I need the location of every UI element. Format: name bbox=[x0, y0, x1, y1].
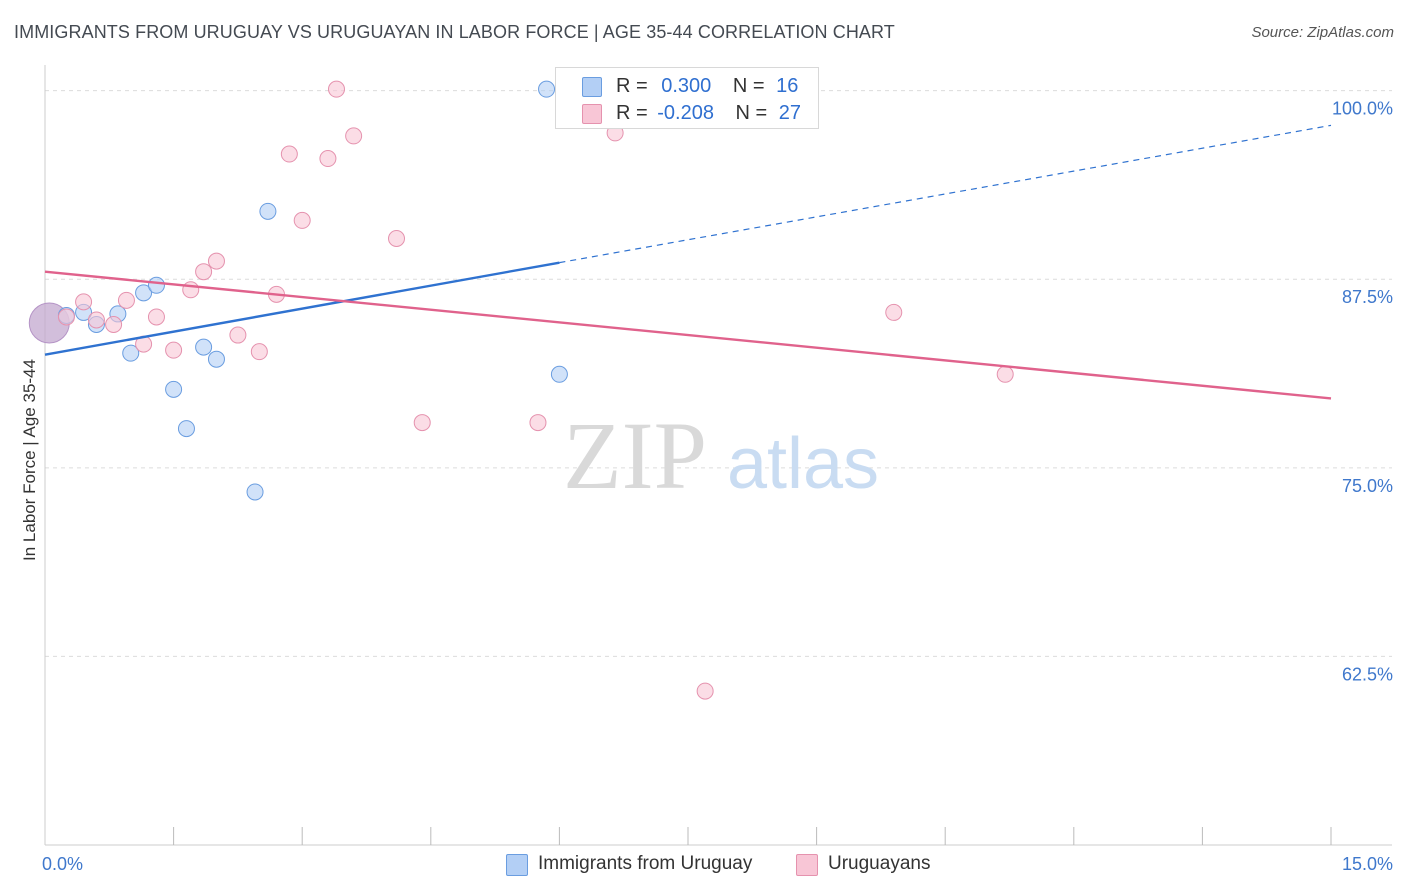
data-point-uruguayans bbox=[280, 145, 298, 163]
data-point-immigrants bbox=[207, 350, 225, 368]
data-point-uruguayans bbox=[250, 343, 268, 361]
tick-label-layer: 100.0% 87.5% 75.0% 62.5% 0.0% 15.0% bbox=[42, 99, 1393, 874]
watermark-layer: ZIP atlas bbox=[563, 402, 879, 509]
data-point-uruguayans bbox=[117, 291, 135, 309]
data-point-uruguayans bbox=[413, 414, 431, 432]
legend-swatch-blue bbox=[582, 77, 602, 97]
data-point-uruguayans bbox=[229, 326, 247, 344]
data-point-uruguayans bbox=[996, 365, 1014, 383]
data-point-uruguayans bbox=[388, 230, 406, 248]
data-point-uruguayans bbox=[195, 263, 213, 281]
legend-swatch-pink bbox=[582, 104, 602, 124]
data-point-uruguayans bbox=[87, 311, 105, 329]
data-point-uruguayans bbox=[57, 308, 75, 326]
legend-r-label: R = bbox=[616, 75, 648, 97]
legend-label: Uruguayans bbox=[828, 853, 931, 874]
data-point-uruguayans bbox=[696, 682, 714, 700]
y-tick-label: 75.0% bbox=[1342, 476, 1393, 496]
axis-layer bbox=[44, 65, 1392, 846]
data-point-uruguayans bbox=[182, 281, 200, 299]
legend-swatch-pink bbox=[796, 854, 818, 876]
data-point-immigrants bbox=[195, 338, 213, 356]
data-point-uruguayans bbox=[75, 293, 93, 311]
y-axis-label: In Labor Force | Age 35-44 bbox=[20, 359, 39, 561]
legend-n-value: 16 bbox=[776, 75, 799, 97]
data-point-immigrants bbox=[177, 420, 195, 438]
legend-r-value: 0.300 bbox=[661, 75, 712, 97]
chart-source: Source: ZipAtlas.com bbox=[1251, 24, 1394, 41]
data-point-immigrants bbox=[165, 380, 183, 398]
y-tick-label: 100.0% bbox=[1332, 99, 1393, 119]
watermark-atlas: atlas bbox=[727, 424, 879, 504]
legend-r-label: R = bbox=[616, 102, 648, 124]
data-point-uruguayans bbox=[207, 252, 225, 270]
data-point-uruguayans bbox=[105, 315, 123, 333]
data-point-immigrants bbox=[550, 365, 568, 383]
legend-n-label: N = bbox=[735, 102, 768, 124]
data-point-uruguayans bbox=[327, 80, 345, 98]
legend-n-value: 27 bbox=[778, 102, 802, 124]
data-point-uruguayans bbox=[885, 303, 903, 321]
data-point-uruguayans bbox=[293, 211, 311, 229]
trend-line-uruguayans bbox=[44, 270, 1332, 400]
data-point-immigrants bbox=[122, 344, 140, 362]
trend-line-immigrants bbox=[44, 261, 560, 356]
y-tick-label: 62.5% bbox=[1342, 664, 1393, 684]
data-point-immigrants bbox=[147, 276, 165, 294]
x-tick-label: 15.0% bbox=[1342, 854, 1393, 874]
y-tick-label: 87.5% bbox=[1342, 287, 1393, 307]
x-tick-label: 0.0% bbox=[42, 854, 83, 874]
series-legend: Immigrants from Uruguay Uruguayans bbox=[0, 852, 1406, 878]
data-point-uruguayans bbox=[165, 341, 183, 359]
data-point-uruguayans bbox=[147, 308, 165, 326]
data-point-immigrants bbox=[135, 284, 153, 302]
data-point-uruguayans bbox=[345, 127, 363, 145]
legend-label: Immigrants from Uruguay bbox=[538, 853, 753, 874]
legend-n-label: N = bbox=[732, 75, 765, 97]
grid-layer bbox=[45, 90, 1392, 657]
data-point-immigrants bbox=[538, 80, 556, 98]
legend-r-value: -0.208 bbox=[657, 102, 714, 124]
data-point-uruguayans bbox=[319, 150, 337, 168]
trend-line-immigrants-extension bbox=[559, 124, 1332, 264]
data-point-immigrants bbox=[246, 483, 264, 501]
watermark-zip: ZIP bbox=[563, 402, 707, 509]
points-layer bbox=[28, 80, 1014, 700]
data-point-uruguayans bbox=[529, 414, 547, 432]
legend-swatch-blue bbox=[506, 854, 528, 876]
data-point-immigrants bbox=[259, 202, 277, 220]
stats-legend: R = 0.300 N = 16 R = -0.208 N = 27 bbox=[555, 67, 819, 129]
trend-layer bbox=[44, 124, 1332, 400]
chart-title: IMMIGRANTS FROM URUGUAY VS URUGUAYAN IN … bbox=[14, 22, 895, 42]
